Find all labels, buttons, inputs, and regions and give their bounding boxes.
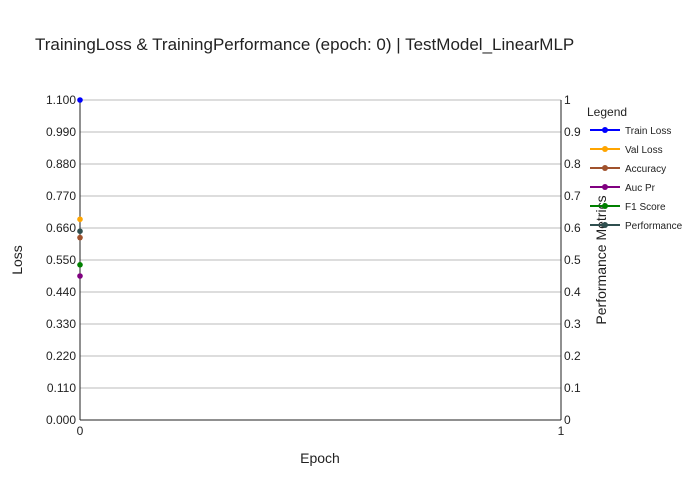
right-tick-label: 0.1 bbox=[564, 381, 581, 395]
data-point bbox=[77, 262, 83, 268]
data-point bbox=[77, 97, 83, 103]
legend-marker bbox=[602, 165, 608, 171]
right-tick-label: 0.8 bbox=[564, 157, 581, 171]
left-tick-label: 0.220 bbox=[46, 349, 76, 363]
left-tick-label: 0.660 bbox=[46, 221, 76, 235]
legend-marker bbox=[602, 184, 608, 190]
left-tick-label: 0.440 bbox=[46, 285, 76, 299]
right-tick-label: 0.2 bbox=[564, 349, 581, 363]
legend-marker bbox=[602, 203, 608, 209]
legend-marker bbox=[602, 146, 608, 152]
axes-layer bbox=[79, 100, 562, 421]
right-tick-label: 0.4 bbox=[564, 285, 581, 299]
legend-title: Legend bbox=[587, 105, 627, 119]
left-axis-title: Loss bbox=[9, 245, 25, 275]
data-point bbox=[77, 216, 83, 223]
left-tick-label: 0.880 bbox=[46, 157, 76, 171]
chart-title: TrainingLoss & TrainingPerformance (epoc… bbox=[35, 35, 574, 54]
data-point bbox=[77, 273, 83, 279]
x-axis-title: Epoch bbox=[300, 450, 340, 466]
right-tick-label: 1 bbox=[564, 93, 571, 107]
legend-label: Performance bbox=[625, 221, 683, 232]
right-tick-label: 0.9 bbox=[564, 125, 581, 139]
left-tick-label: 0.990 bbox=[46, 125, 76, 139]
left-tick-label: 0.110 bbox=[47, 381, 76, 395]
ticks-layer: 0.0000.1100.2200.3300.4400.5500.6600.770… bbox=[46, 93, 581, 438]
right-tick-label: 0.6 bbox=[564, 221, 581, 235]
right-tick-label: 0.7 bbox=[564, 189, 581, 203]
points-layer bbox=[77, 97, 83, 279]
legend-label: Accuracy bbox=[625, 164, 666, 175]
right-tick-label: 0 bbox=[564, 413, 571, 427]
grid-layer bbox=[80, 99, 561, 389]
legend-marker bbox=[602, 127, 608, 133]
legend-label: F1 Score bbox=[625, 202, 666, 213]
left-tick-label: 0.330 bbox=[46, 317, 76, 331]
data-point bbox=[77, 228, 83, 234]
x-tick-label: 0 bbox=[77, 424, 84, 438]
legend-label: Auc Pr bbox=[625, 183, 656, 194]
left-tick-label: 1.100 bbox=[46, 93, 76, 107]
left-tick-label: 0.770 bbox=[46, 189, 76, 203]
x-tick-label: 1 bbox=[558, 424, 565, 438]
legend-label: Val Loss bbox=[625, 145, 663, 156]
right-tick-label: 0.5 bbox=[564, 253, 581, 267]
legend-marker bbox=[602, 222, 608, 228]
legend-label: Train Loss bbox=[625, 126, 671, 137]
right-axis-title: Performance Metrics bbox=[593, 195, 609, 324]
left-tick-label: 0.550 bbox=[46, 253, 76, 267]
legend: Train Loss Val Loss Accuracy Auc Pr F1 Score… bbox=[590, 126, 683, 232]
left-tick-label: 0.000 bbox=[46, 413, 76, 427]
right-tick-label: 0.3 bbox=[564, 317, 581, 331]
data-point bbox=[77, 234, 83, 241]
